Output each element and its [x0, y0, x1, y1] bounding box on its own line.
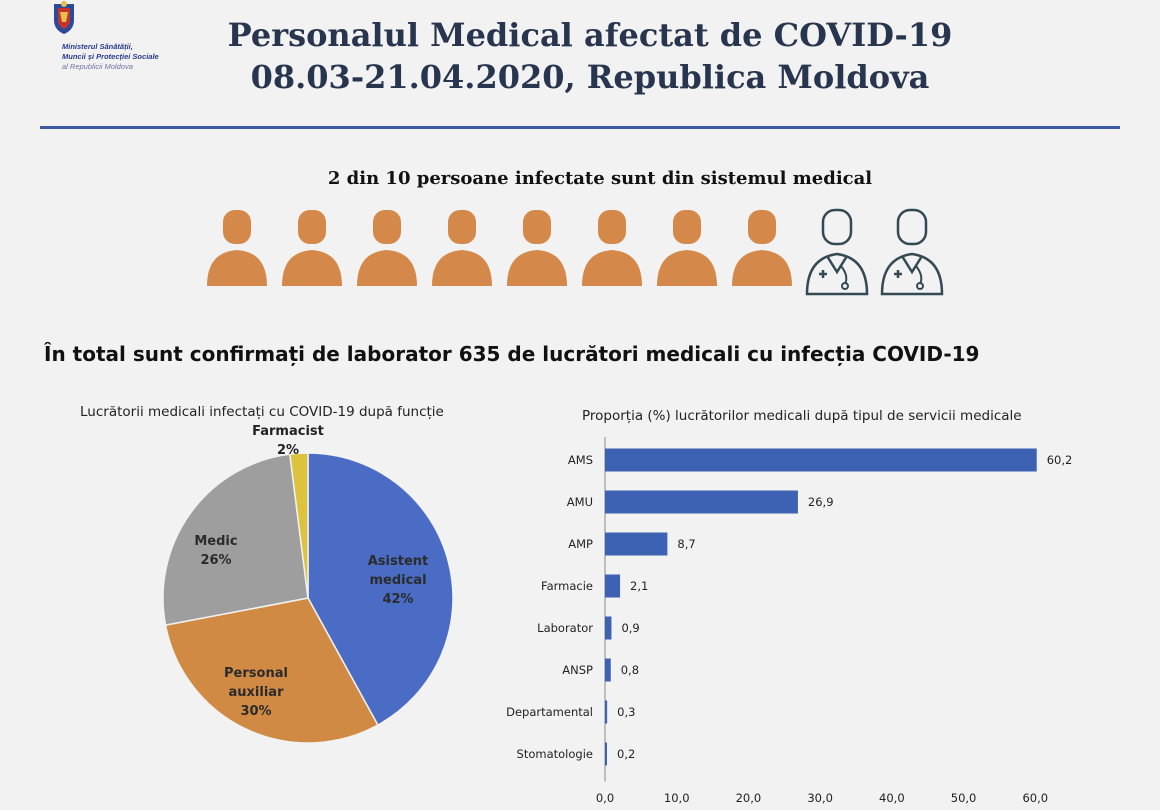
ministry-name: Ministerul Sănătății, Muncii și Protecți… [62, 42, 159, 72]
pie-chart: Asistent medical 42% Personal auxiliar 30% Med… [162, 425, 454, 744]
pie-slice-label: Asistent medical 42% [368, 554, 429, 607]
ministry-line-2: Muncii și Protecției Sociale [62, 52, 159, 61]
pie-slice [307, 452, 454, 727]
bar-value-label: 0,9 [621, 621, 639, 635]
bar-category-label: AMP [568, 537, 593, 551]
ministry-logo: Ministerul Sănătății, Muncii și Protecți… [48, 0, 218, 90]
x-tick-label: 60,0 [1022, 791, 1048, 805]
bar [605, 742, 607, 766]
bar-chart: AMS 60,2 AMU 26,9 AMP 8,7 Farmacie 2,1 Laborator… [506, 437, 1073, 805]
bar [605, 532, 668, 556]
pie-slice [288, 452, 309, 599]
pie-slice-label: Farmacist 2% [252, 425, 324, 458]
person-icon [507, 210, 567, 286]
person-icon [282, 210, 342, 286]
bar-category-label: Stomatologie [517, 747, 593, 761]
x-tick-label: 20,0 [736, 791, 762, 805]
bar [605, 700, 608, 724]
bar-value-label: 60,2 [1047, 453, 1073, 467]
medical-worker-icon [880, 208, 944, 296]
pie-slice-label: Personal auxiliar 30% [224, 666, 288, 719]
bar-category-label: Farmacie [541, 579, 593, 593]
pie-chart-title: Lucrătorii medicali infectați cu COVID-1… [80, 404, 444, 420]
bar-value-label: 2,1 [630, 579, 648, 593]
page-title: Personalul Medical afectat de COVID-19 0… [170, 14, 1010, 98]
title-line-2: 08.03-21.04.2020, Republica Moldova [250, 58, 930, 96]
bar-category-label: Laborator [537, 621, 593, 635]
bar [605, 448, 1037, 472]
bar-category-label: AMS [568, 453, 593, 467]
pie-slice [162, 453, 309, 627]
person-icon [432, 210, 492, 286]
x-tick-label: 50,0 [951, 791, 977, 805]
person-icon [582, 210, 642, 286]
x-tick-label: 10,0 [664, 791, 690, 805]
bar-value-label: 0,8 [621, 663, 639, 677]
bar-value-label: 0,2 [617, 747, 635, 761]
people-ratio-text: 2 din 10 persoane infectate sunt din sis… [327, 168, 873, 189]
bar [605, 658, 611, 682]
people-pictogram [205, 206, 985, 302]
bar [605, 574, 621, 598]
person-icon [657, 210, 717, 286]
bar-category-label: Departamental [506, 705, 593, 719]
ministry-line-1: Ministerul Sănătății, [62, 42, 133, 51]
bar-value-label: 0,3 [617, 705, 635, 719]
pie-slice-label: Medic 26% [194, 534, 237, 568]
pie-slice [164, 597, 379, 744]
bar-category-label: AMU [567, 495, 593, 509]
medical-worker-icon [805, 208, 869, 296]
bar [605, 490, 798, 514]
title-line-1: Personalul Medical afectat de COVID-19 [227, 16, 953, 54]
x-tick-label: 40,0 [879, 791, 905, 805]
bar [605, 616, 612, 640]
bar-category-label: ANSP [562, 663, 593, 677]
x-tick-label: 0,0 [596, 791, 614, 805]
total-confirmed-text: În total sunt confirmați de laborator 63… [44, 342, 980, 366]
moldova-crest-icon [54, 1, 74, 34]
person-icon [207, 210, 267, 286]
title-divider [40, 126, 1120, 129]
bar-value-label: 8,7 [677, 537, 695, 551]
person-icon [732, 210, 792, 286]
x-tick-label: 30,0 [807, 791, 833, 805]
bar-chart-title: Proporția (%) lucrătorilor medicali după… [582, 408, 1022, 424]
person-icon [357, 210, 417, 286]
bar-value-label: 26,9 [808, 495, 834, 509]
ministry-line-3: al Republicii Moldova [62, 62, 133, 71]
